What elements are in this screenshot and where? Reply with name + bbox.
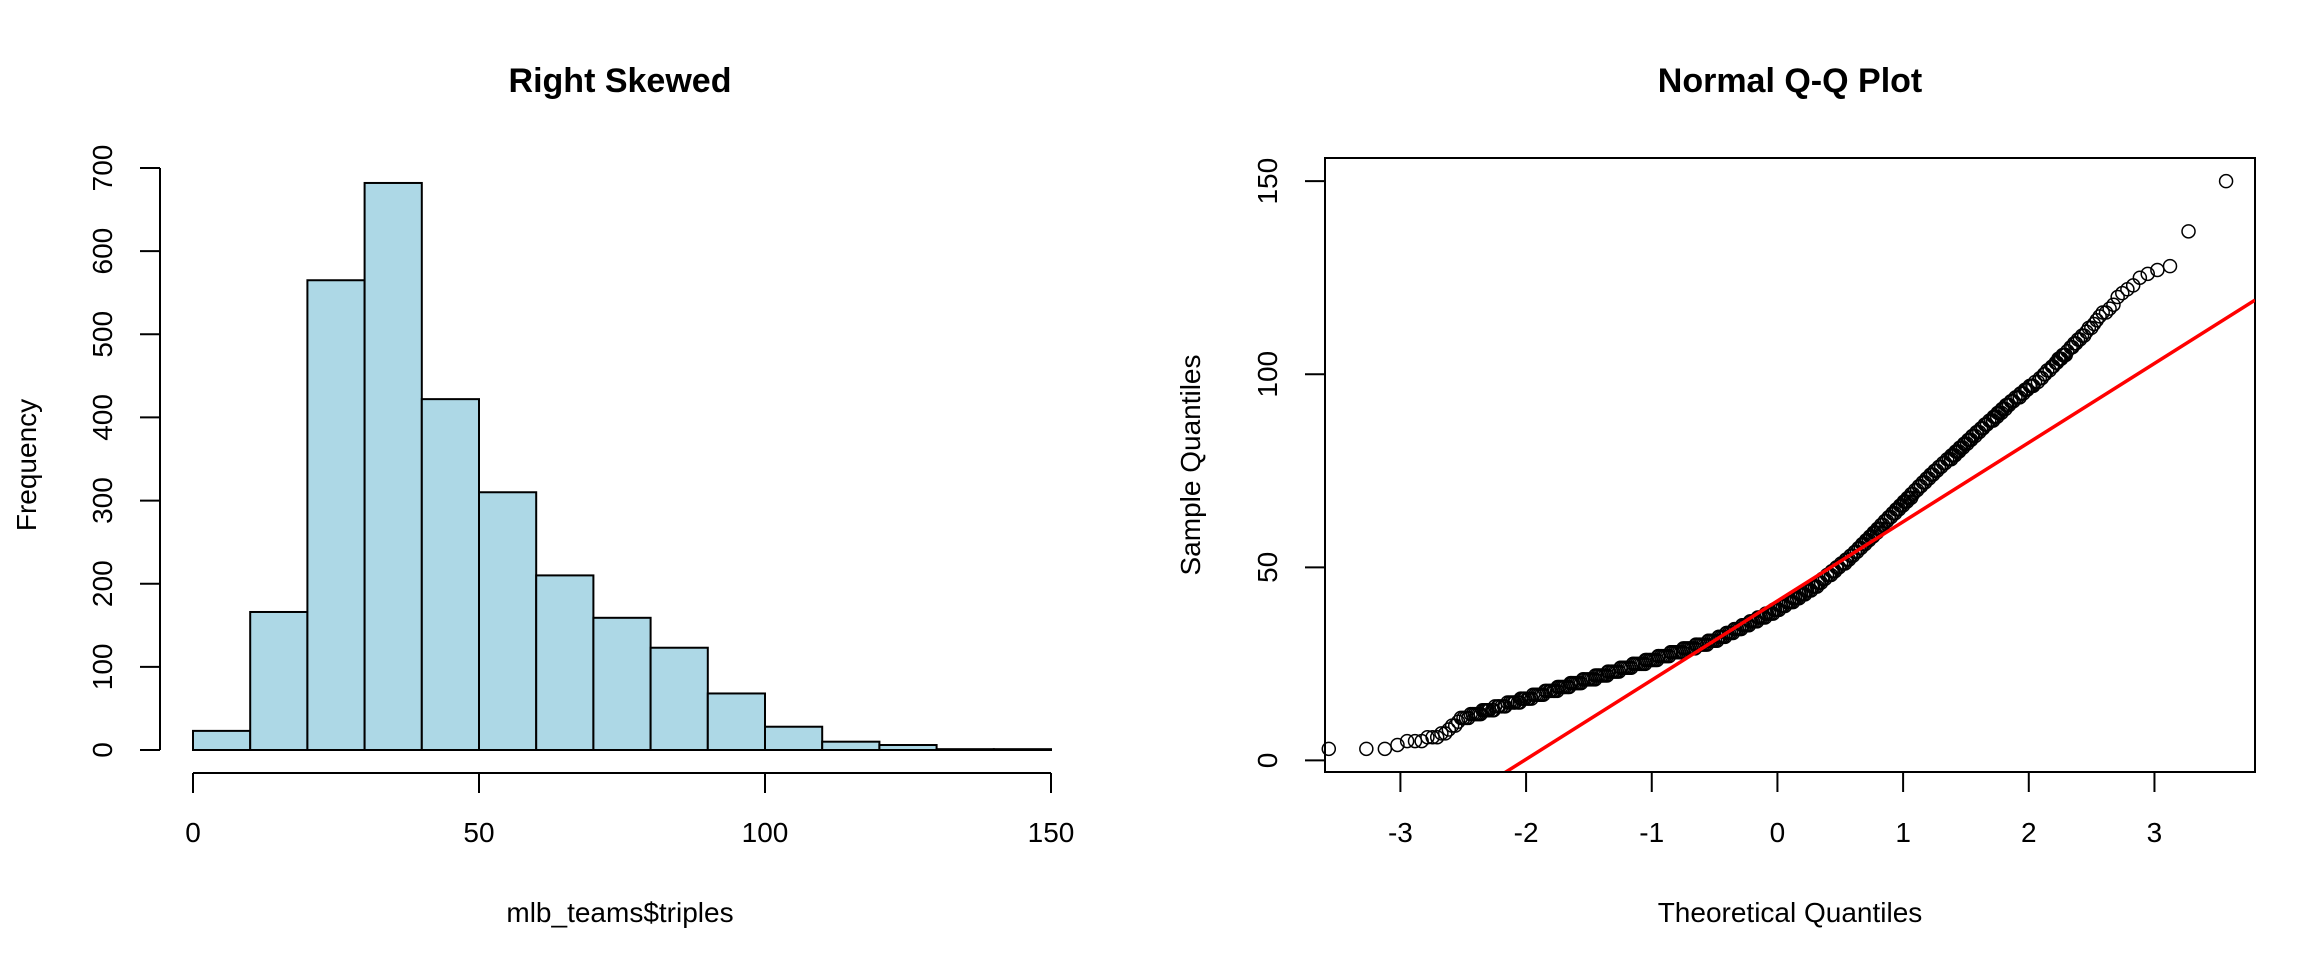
qq-point <box>2162 258 2178 274</box>
qq-y-axis-label: Sample Quantiles <box>1175 354 1206 575</box>
qq-point <box>1390 737 1405 753</box>
qq-x-axis: -3 -2 -1 0 1 2 3 <box>1388 771 2163 848</box>
histogram-bar <box>821 740 881 752</box>
histogram-bar <box>878 744 938 751</box>
qq-point <box>1359 741 1374 757</box>
histogram-bars <box>192 181 1052 752</box>
y-tick-label: 0 <box>87 742 118 758</box>
histogram-bar <box>535 574 595 752</box>
histogram-panel: Right Skewed mlb_teams$triples Frequency… <box>11 62 1074 928</box>
x-tick-label: 3 <box>2147 817 2163 848</box>
qq-point <box>2106 297 2121 312</box>
qq-point <box>1377 741 1393 757</box>
x-tick-label: 0 <box>1770 817 1786 848</box>
qq-point <box>2095 305 2110 320</box>
histogram-bar <box>992 748 1052 752</box>
x-tick-label: 150 <box>1028 817 1075 848</box>
qq-plot-panel: Normal Q-Q Plot Theoretical Quantiles Sa… <box>1175 62 2256 928</box>
qq-point <box>2084 320 2099 336</box>
histogram-bar <box>706 692 766 751</box>
x-tick-label: -3 <box>1388 817 1413 848</box>
y-tick-label: 200 <box>87 560 118 607</box>
histogram-bar <box>420 398 480 751</box>
x-tick-label: -1 <box>1639 817 1664 848</box>
qq-point <box>2218 173 2234 189</box>
qq-point <box>2102 301 2117 316</box>
histogram-bar <box>192 729 252 751</box>
histogram-bar <box>935 748 995 752</box>
qq-point <box>1434 726 1449 741</box>
y-tick-label: 400 <box>87 394 118 441</box>
y-tick-label: 50 <box>1252 552 1283 583</box>
qq-reference-line <box>1502 298 2255 772</box>
x-tick-label: -2 <box>1514 817 1539 848</box>
histogram-bar <box>478 491 538 751</box>
y-tick-label: 0 <box>1252 753 1283 769</box>
qq-plot-title: Normal Q-Q Plot <box>1658 62 1922 100</box>
qq-point <box>1321 741 1337 757</box>
qq-point <box>2181 224 2196 239</box>
histogram-bar <box>249 610 309 751</box>
qq-point <box>1425 729 1440 745</box>
qq-point <box>1420 729 1435 745</box>
y-tick-label: 100 <box>87 643 118 690</box>
x-tick-label: 100 <box>742 817 789 848</box>
y-tick-label: 700 <box>87 145 118 192</box>
histogram-bar <box>649 646 709 752</box>
x-tick-label: 1 <box>1895 817 1911 848</box>
x-tick-label: 2 <box>2021 817 2037 848</box>
x-tick-label: 50 <box>463 817 494 848</box>
qq-points <box>1321 173 2234 757</box>
qq-point <box>1429 729 1445 745</box>
y-tick-label: 300 <box>87 477 118 524</box>
histogram-bar <box>764 725 824 751</box>
qq-point <box>2132 270 2148 285</box>
y-tick-label: 100 <box>1252 351 1283 398</box>
x-tick-label: 0 <box>185 817 201 848</box>
qq-x-axis-label: Theoretical Quantiles <box>1658 897 1923 928</box>
histogram-x-axis-label: mlb_teams$triples <box>506 897 733 928</box>
qq-point <box>2098 305 2114 320</box>
histogram-bar <box>363 181 423 752</box>
histogram-y-axis-label: Frequency <box>11 399 42 531</box>
y-tick-label: 600 <box>87 228 118 275</box>
qq-y-axis: 0 50 100 150 <box>1252 158 1326 769</box>
qq-plot-frame <box>1324 157 2256 773</box>
qq-point <box>1399 733 1415 749</box>
qq-point <box>2110 289 2125 305</box>
histogram-x-axis: 0 50 100 150 <box>185 772 1075 848</box>
qq-point <box>2079 324 2094 340</box>
histogram-bar <box>592 616 652 751</box>
qq-point <box>2140 266 2155 282</box>
histogram-title: Right Skewed <box>509 62 732 100</box>
histogram-bar <box>306 279 366 751</box>
y-tick-label: 500 <box>87 311 118 358</box>
y-tick-label: 150 <box>1252 158 1283 205</box>
histogram-y-axis: 0 100 200 300 400 500 600 700 <box>87 145 161 758</box>
